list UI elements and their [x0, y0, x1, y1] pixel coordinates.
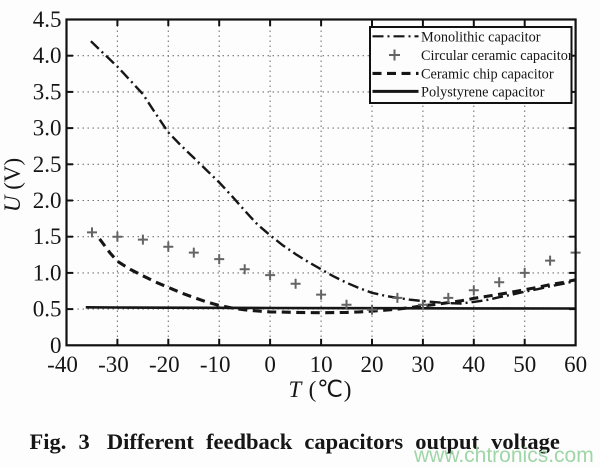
- svg-text:Polystyrene capacitor: Polystyrene capacitor: [421, 84, 545, 100]
- svg-text:Ceramic chip capacitor: Ceramic chip capacitor: [421, 66, 554, 82]
- svg-text:www.chtronics.com: www.chtronics.com: [413, 444, 594, 467]
- svg-text:10: 10: [310, 352, 333, 377]
- svg-text:4.0: 4.0: [33, 43, 62, 68]
- svg-text:-30: -30: [98, 352, 129, 377]
- svg-text:-20: -20: [149, 352, 180, 377]
- svg-text:3.0: 3.0: [33, 116, 62, 141]
- svg-text:60: 60: [564, 352, 587, 377]
- svg-text:1.0: 1.0: [33, 260, 62, 285]
- svg-text:40: 40: [462, 352, 485, 377]
- svg-text:30: 30: [411, 352, 434, 377]
- svg-text:20: 20: [361, 352, 384, 377]
- svg-text:U (V): U (V): [0, 158, 25, 212]
- svg-text:0.5: 0.5: [33, 297, 62, 322]
- svg-text:1.5: 1.5: [33, 224, 62, 249]
- svg-text:T (℃): T (℃): [289, 377, 353, 402]
- svg-text:4.5: 4.5: [33, 7, 62, 32]
- svg-text:-10: -10: [200, 352, 231, 377]
- svg-text:0: 0: [264, 352, 276, 377]
- svg-text:3.5: 3.5: [33, 79, 62, 104]
- svg-text:Fig. 3 Different feedback capa: Fig. 3 Different feedback capacitors out…: [30, 429, 560, 454]
- svg-text:0: 0: [50, 333, 62, 358]
- svg-text:-40: -40: [47, 352, 78, 377]
- svg-text:2.5: 2.5: [33, 152, 62, 177]
- svg-text:Circular ceramic capacitor: Circular ceramic capacitor: [421, 48, 573, 64]
- svg-text:50: 50: [513, 352, 536, 377]
- svg-text:Monolithic capacitor: Monolithic capacitor: [421, 29, 541, 45]
- svg-text:2.0: 2.0: [33, 188, 62, 213]
